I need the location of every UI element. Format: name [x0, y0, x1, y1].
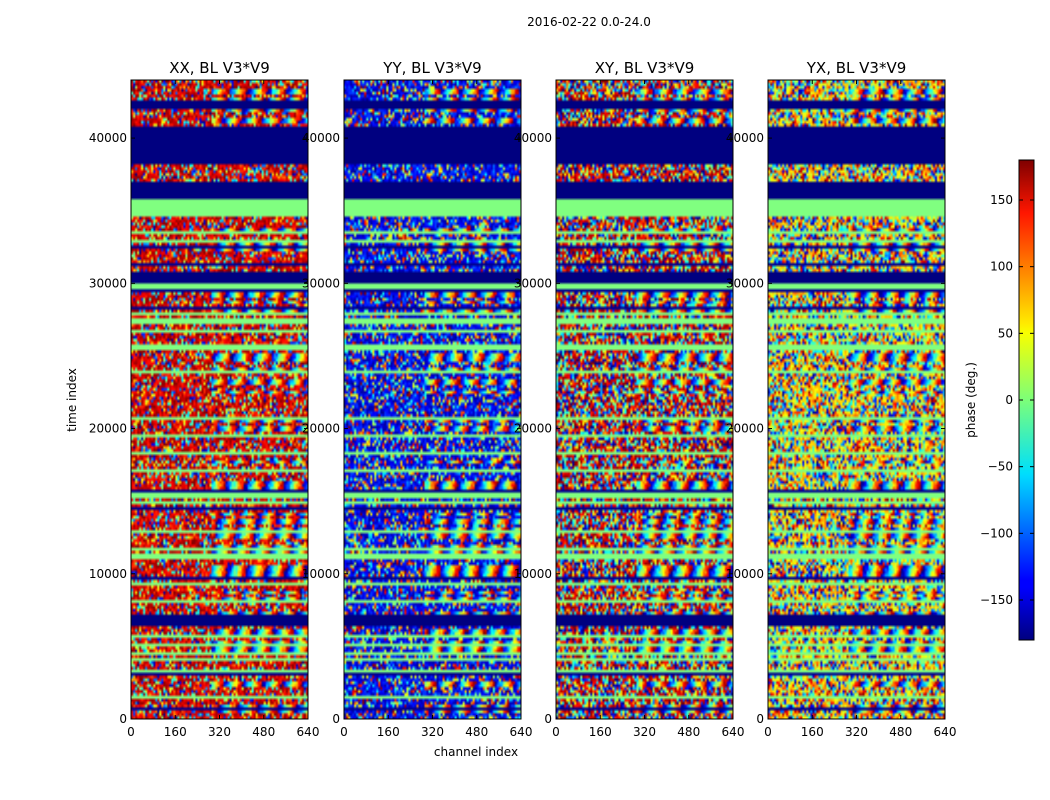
- y-tick-label: 40000: [514, 131, 552, 145]
- x-tick-label: 320: [208, 725, 231, 739]
- y-tick-label: 20000: [302, 422, 340, 436]
- panel-heatmap: [556, 80, 733, 719]
- panel-yy: YY, BL V3*V9 0 160 320 480 640 0 10000 20000 3000…: [302, 59, 533, 739]
- colorbar-tick-label: 150: [990, 193, 1013, 207]
- x-tick-label: 160: [801, 725, 824, 739]
- colorbar-tick-label: 0: [1005, 393, 1013, 407]
- x-tick-label: 480: [677, 725, 700, 739]
- x-tick-label: 320: [421, 725, 444, 739]
- x-tick-label: 640: [510, 725, 533, 739]
- y-tick-label: 30000: [89, 276, 127, 290]
- panel-title: YY, BL V3*V9: [382, 59, 481, 77]
- y-tick-label: 10000: [726, 567, 764, 581]
- y-tick-label: 0: [756, 712, 764, 726]
- panel-heatmap: [344, 80, 521, 719]
- y-tick-label: 0: [119, 712, 127, 726]
- y-tick-label: 0: [544, 712, 552, 726]
- y-tick-label: 10000: [302, 567, 340, 581]
- x-tick-label: 480: [465, 725, 488, 739]
- panel-title: YX, BL V3*V9: [806, 59, 907, 77]
- x-tick-label: 0: [552, 725, 560, 739]
- x-tick-label: 640: [934, 725, 957, 739]
- panel-title: XX, BL V3*V9: [169, 59, 270, 77]
- colorbar: −150 −100 −50 0 50 100 150 phase (deg.): [964, 159, 1035, 641]
- y-tick-label: 40000: [726, 131, 764, 145]
- y-tick-label: 10000: [89, 567, 127, 581]
- y-tick-label: 30000: [514, 276, 552, 290]
- y-tick-label: 30000: [302, 276, 340, 290]
- colorbar-label: phase (deg.): [964, 362, 978, 438]
- y-axis-label: time index: [65, 368, 79, 432]
- y-tick-label: 40000: [89, 131, 127, 145]
- colorbar-tick-label: 100: [990, 260, 1013, 274]
- panel-xx: XX, BL V3*V9 0 160 320 480 640 0 10000 20000 3000…: [89, 59, 320, 739]
- colorbar-tick-label: 50: [998, 326, 1013, 340]
- x-tick-label: 160: [589, 725, 612, 739]
- colorbar-ticks: −150 −100 −50 0 50 100 150: [980, 193, 1034, 607]
- x-tick-label: 480: [889, 725, 912, 739]
- panel-heatmap: [131, 80, 308, 719]
- x-tick-label: 320: [633, 725, 656, 739]
- x-tick-label: 640: [297, 725, 320, 739]
- y-tick-label: 40000: [302, 131, 340, 145]
- x-tick-label: 160: [164, 725, 187, 739]
- panel-title: XY, BL V3*V9: [595, 59, 695, 77]
- x-tick-label: 480: [252, 725, 275, 739]
- panels-layer: XX, BL V3*V9 0 160 320 480 640 0 10000 20000 3000…: [89, 59, 957, 739]
- y-tick-label: 30000: [726, 276, 764, 290]
- y-tick-label: 20000: [726, 422, 764, 436]
- x-tick-label: 320: [845, 725, 868, 739]
- y-tick-label: 0: [332, 712, 340, 726]
- colorbar-tick-label: −150: [980, 593, 1013, 607]
- x-tick-label: 0: [340, 725, 348, 739]
- panel-xy: XY, BL V3*V9 0 160 320 480 640 0 10000 20000 3000…: [514, 59, 745, 739]
- x-tick-label: 640: [722, 725, 745, 739]
- y-tick-label: 10000: [514, 567, 552, 581]
- colorbar-tick-label: −50: [988, 460, 1013, 474]
- y-tick-label: 20000: [514, 422, 552, 436]
- figure-suptitle: 2016-02-22 0.0-24.0: [527, 15, 651, 29]
- panel-yx: YX, BL V3*V9 0 160 320 480 640 0 10000 20000 3000…: [726, 59, 957, 739]
- x-tick-label: 160: [377, 725, 400, 739]
- x-axis-label: channel index: [434, 745, 518, 759]
- panel-heatmap: [768, 80, 945, 719]
- y-tick-label: 20000: [89, 422, 127, 436]
- x-tick-label: 0: [764, 725, 772, 739]
- x-tick-label: 0: [127, 725, 135, 739]
- colorbar-tick-label: −100: [980, 526, 1013, 540]
